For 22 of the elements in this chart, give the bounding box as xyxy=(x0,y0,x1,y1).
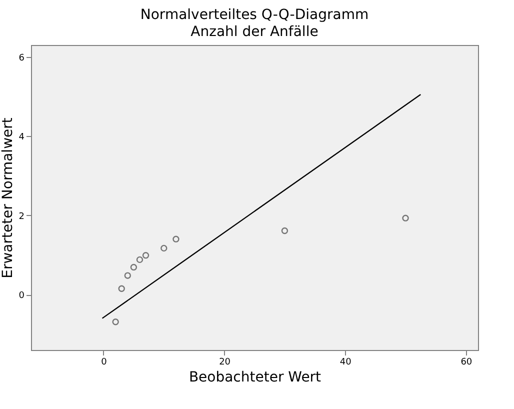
point xyxy=(172,236,180,242)
point xyxy=(402,214,409,222)
point xyxy=(142,252,150,259)
x-tick-label: 40 xyxy=(340,358,352,368)
point xyxy=(124,272,131,279)
point xyxy=(130,264,138,271)
x-tick-label: 60 xyxy=(460,358,472,368)
y-tick-label: 4 xyxy=(18,132,25,143)
point xyxy=(112,318,119,326)
point xyxy=(118,285,125,292)
y-tick-label: 0 xyxy=(18,291,25,302)
chart-title: Normalverteiltes Q-Q-Diagramm xyxy=(140,7,369,23)
chart-subtitle: Anzahl der Anfälle xyxy=(190,24,318,40)
point xyxy=(160,244,168,252)
x-tick-label: 20 xyxy=(219,358,231,368)
x-axis-title: Beobachteter Wert xyxy=(188,370,322,386)
y-tick-label: 2 xyxy=(18,212,24,222)
y-tick-label: 6 xyxy=(18,53,25,64)
point xyxy=(281,227,288,234)
point xyxy=(136,256,144,264)
y-axis-title: Erwarteter Normalwert xyxy=(0,117,16,278)
x-tick-label: 0 xyxy=(101,358,108,368)
